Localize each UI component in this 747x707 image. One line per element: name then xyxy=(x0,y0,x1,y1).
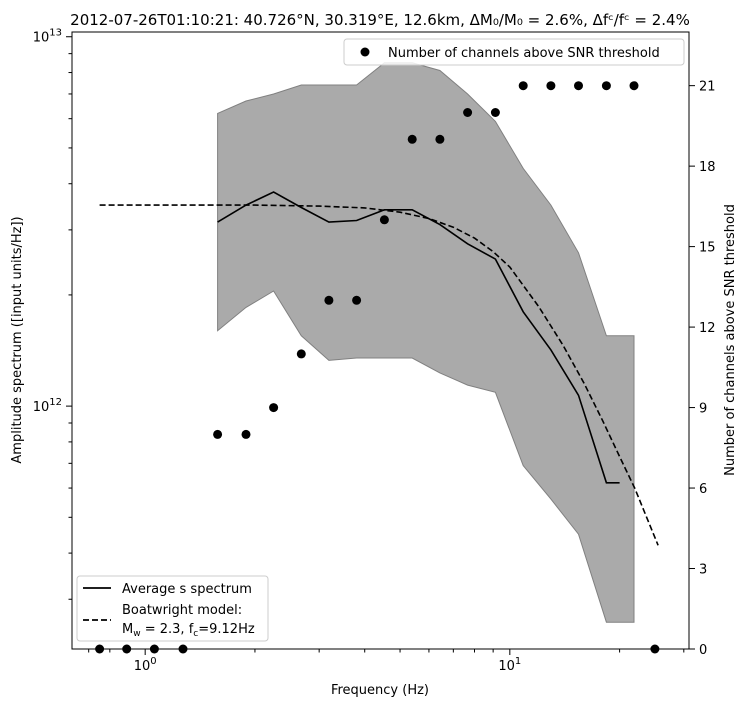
x-axis: 100 101 xyxy=(88,649,685,674)
y-axis-right: 0 3 6 9 12 15 18 21 xyxy=(689,80,716,658)
chart-title: 2012-07-26T01:10:21: 40.726°N, 30.319°E,… xyxy=(70,11,690,29)
snr-count-point xyxy=(269,403,279,413)
snr-count-point xyxy=(407,134,417,144)
legend-label-average: Average s spectrum xyxy=(122,582,252,597)
snr-count-point xyxy=(296,349,306,359)
legend-label-snr: Number of channels above SNR threshold xyxy=(388,46,660,61)
y2-tick-label: 18 xyxy=(699,160,716,175)
y2-tick-label: 15 xyxy=(699,241,716,256)
snr-count-point xyxy=(435,134,445,144)
legend-box xyxy=(76,575,269,642)
legend-bottom-left: Average s spectrum Boatwright model: Mw … xyxy=(76,575,269,642)
snr-count-point xyxy=(324,295,334,305)
legend-box xyxy=(343,38,685,66)
legend-marker-snr xyxy=(360,47,370,57)
legend-top-right: Number of channels above SNR threshold xyxy=(343,38,685,66)
y2-tick-label: 9 xyxy=(699,402,707,417)
snr-count-point xyxy=(546,81,556,91)
snr-count-point xyxy=(629,81,639,91)
x-tick-label: 101 xyxy=(498,656,521,674)
boatwright-model-line xyxy=(99,204,659,546)
y2-tick-label: 3 xyxy=(699,563,707,578)
legend-label-boatwright: Boatwright model: xyxy=(122,603,242,618)
confidence-band-layer xyxy=(217,62,635,623)
legend-label-boatwright-params: Mw = 2.3, fc=9.12Hz xyxy=(122,622,255,639)
snr-count-point xyxy=(352,295,362,305)
snr-count-point xyxy=(463,108,473,117)
spectrum-lines-layer xyxy=(99,191,659,546)
y-tick-label: 1012 xyxy=(33,397,62,415)
y2-tick-label: 0 xyxy=(699,643,707,658)
y2-axis-label: Number of channels above SNR threshold xyxy=(723,204,738,476)
y2-tick-label: 21 xyxy=(699,80,716,95)
snr-count-point xyxy=(518,81,528,91)
x-axis-label: Frequency (Hz) xyxy=(331,683,429,698)
spectrum-range-band xyxy=(217,62,635,623)
x-tick-label: 100 xyxy=(134,656,157,674)
snr-count-point xyxy=(213,429,223,439)
y-axis-left: 1012 1013 xyxy=(33,28,72,600)
snr-count-point xyxy=(601,81,611,91)
y2-tick-label: 6 xyxy=(699,482,707,497)
y-axis-label: Amplitude spectrum ([input units/Hz]) xyxy=(10,216,25,463)
snr-count-point xyxy=(490,108,500,117)
snr-count-point xyxy=(379,215,389,225)
y2-tick-label: 12 xyxy=(699,321,716,336)
snr-count-point xyxy=(574,81,583,91)
plot-frame xyxy=(71,31,690,650)
y-tick-label: 1013 xyxy=(33,28,62,46)
snr-count-point xyxy=(241,429,251,439)
